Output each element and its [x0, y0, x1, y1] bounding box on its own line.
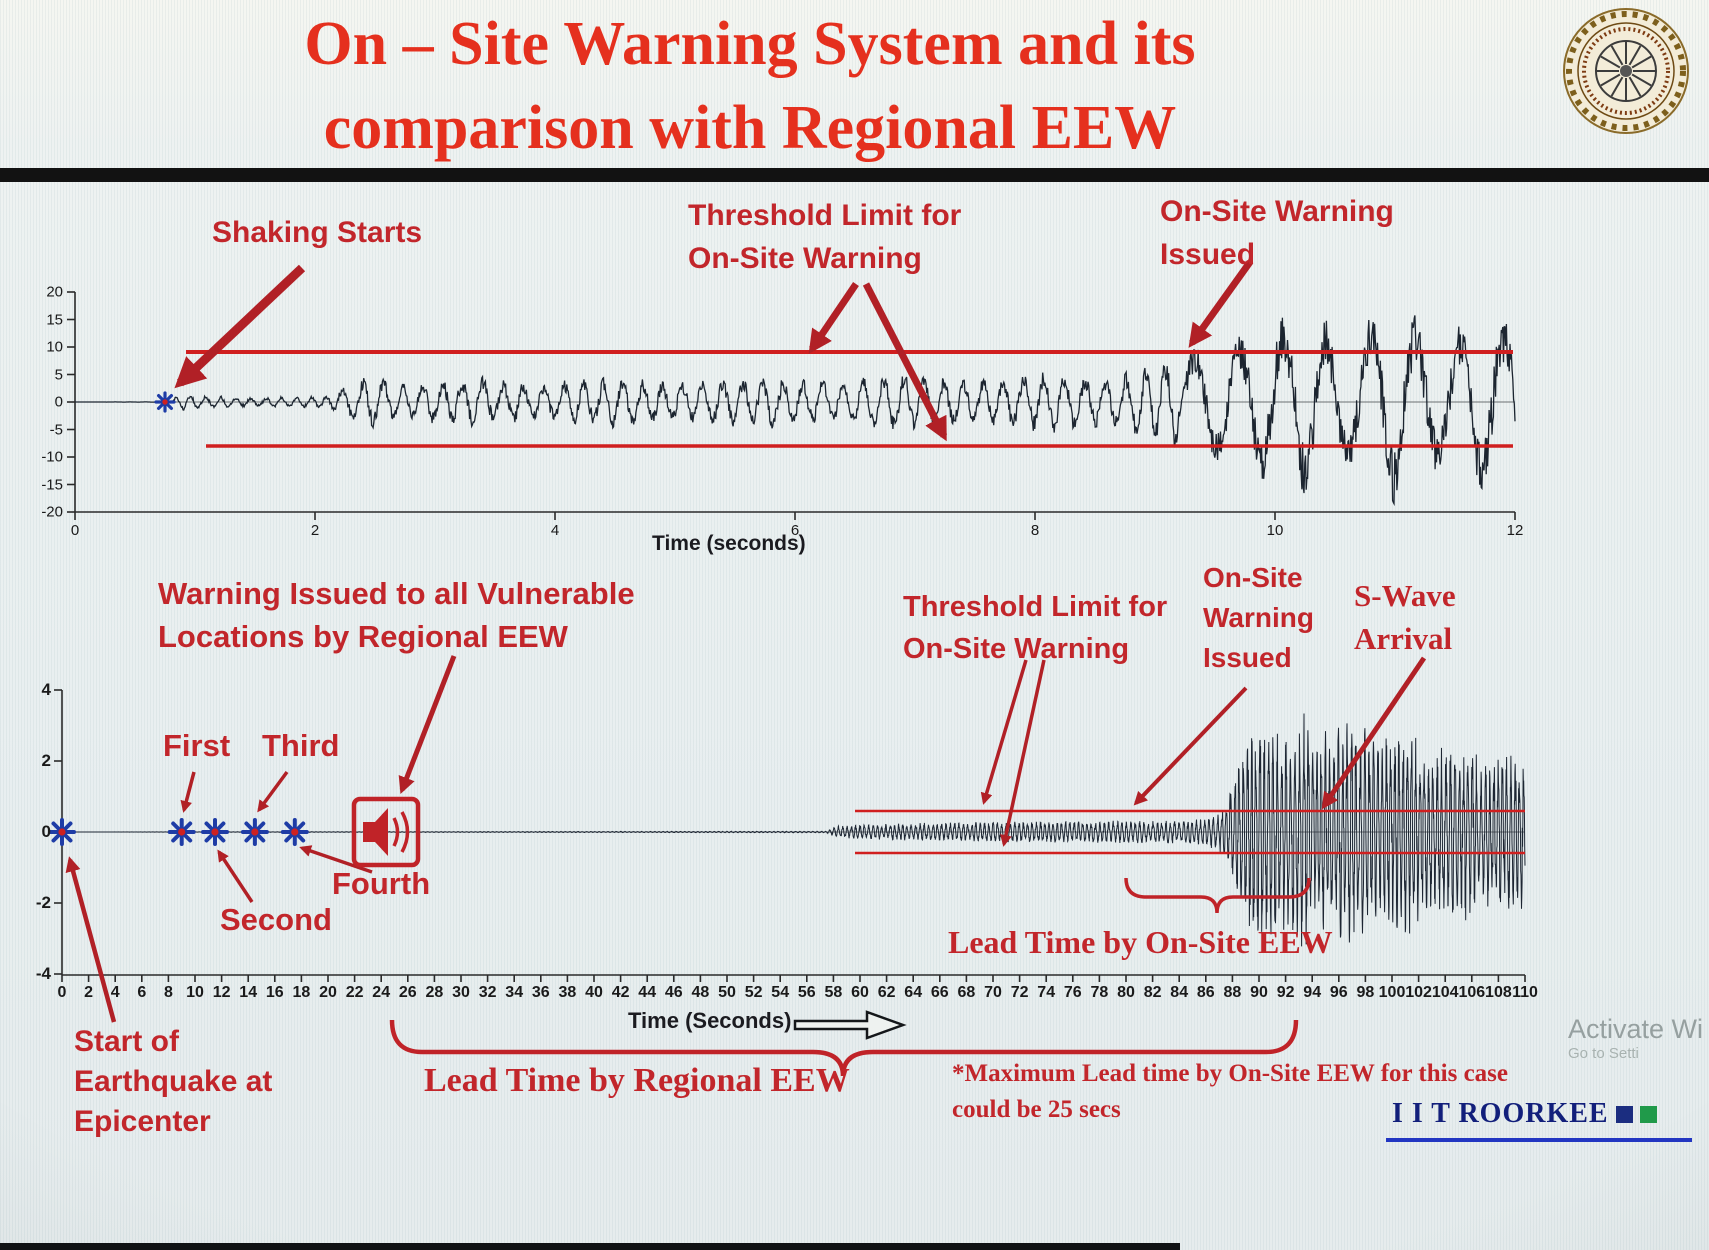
shaking-start-star — [154, 391, 176, 413]
chart-primitive — [211, 828, 219, 836]
threshold-limit-bottom-line1: Threshold Limit for — [903, 591, 1168, 623]
watermark-line2: Go to Setti — [1568, 1045, 1639, 1062]
swave-arrival-label: S-Wave Arrival — [1354, 574, 1456, 660]
first-station-label: First — [163, 728, 231, 763]
first-station-arrow — [180, 771, 196, 813]
chart-primitive — [58, 828, 66, 836]
onsite-warning-top-arrow — [1188, 259, 1253, 348]
regional-warning-label: Warning Issued to all Vulnerable Locatio… — [158, 572, 635, 658]
slide-title-line1: On – Site Warning System and its — [304, 10, 1196, 78]
third-station-arrow — [257, 770, 289, 813]
footer-brand-text: I I T ROORKEE — [1392, 1098, 1609, 1129]
station-detection-star-2 — [201, 818, 229, 846]
lead-time-onsite-label: Lead Time by On-Site EEW — [948, 924, 1333, 960]
footnote-line1: *Maximum Lead time by On-Site EEW for th… — [952, 1060, 1509, 1087]
onsite-warning-bottom-line3: Issued — [1203, 642, 1292, 673]
chart-primitive — [251, 828, 259, 836]
time-axis-arrow — [793, 1010, 907, 1040]
threshold-limit-label-top: Threshold Limit for On-Site Warning — [688, 194, 961, 280]
top-chart-x-axis-title: Time (seconds) — [652, 532, 806, 555]
bottom-chart-x-axis-title: Time (Seconds) — [628, 1008, 792, 1033]
seal-wheel-spokes — [1597, 42, 1655, 100]
swave-arrival-arrow — [1321, 656, 1427, 810]
footer-square-blue — [1615, 1105, 1633, 1123]
slide-title-line2: comparison with Regional EEW — [323, 94, 1177, 162]
second-station-arrow — [217, 849, 254, 903]
footnote: *Maximum Lead time by On-Site EEW for th… — [952, 1056, 1508, 1128]
epicenter-start-label: Start of Earthquake at Epicenter — [74, 1022, 272, 1142]
epicenter-star — [48, 818, 76, 846]
fourth-station-label: Fourth — [332, 866, 431, 901]
fourth-station-arrow — [299, 845, 373, 874]
threshold-top-arrow-right — [862, 282, 948, 442]
onsite-warning-bottom-line2: Warning — [1203, 602, 1314, 633]
regional-warning-line2: Locations by Regional EEW — [158, 619, 568, 654]
epicenter-arrow — [65, 856, 117, 1023]
windows-activation-watermark: Activate Wi Go to Setti — [1568, 1014, 1703, 1062]
chart-primitive — [162, 399, 168, 405]
regional-warning-arrow — [398, 655, 457, 794]
onsite-warning-issued-label-top: On-Site Warning Issued — [1160, 190, 1394, 276]
onsite-warning-bottom-arrow — [1133, 686, 1248, 806]
shaking-starts-arrow — [174, 264, 306, 389]
chart-primitive — [178, 828, 186, 836]
lead-time-onsite-brace — [1124, 877, 1311, 914]
station-detection-star-3 — [240, 818, 269, 846]
onsite-warning-issued-label-bottom: On-Site Warning Issued — [1203, 558, 1314, 678]
shaking-starts-label: Shaking Starts — [212, 216, 423, 249]
station-detection-star-4 — [280, 818, 309, 846]
lead-time-regional-label: Lead Time by Regional EEW — [424, 1062, 850, 1099]
top-chart-waveform — [75, 315, 1516, 507]
threshold-top-arrow-left — [808, 282, 859, 354]
threshold-limit-bottom-line2: On-Site Warning — [903, 633, 1130, 665]
footer-square-green — [1639, 1105, 1657, 1123]
lead-time-regional-brace — [389, 1019, 1299, 1077]
photo-bottom-edge — [0, 1243, 1180, 1250]
threshold-bottom-arrow-1 — [980, 659, 1028, 805]
header-divider — [0, 168, 1709, 182]
iit-roorkee-logo — [1563, 8, 1689, 134]
threshold-limit-label-bottom: Threshold Limit for On-Site Warning — [903, 586, 1167, 670]
threshold-limit-top-line1: Threshold Limit for — [688, 199, 962, 232]
swave-line2: Arrival — [1354, 621, 1453, 656]
regional-warning-speaker-icon — [351, 796, 421, 868]
third-station-label: Third — [262, 728, 340, 763]
watermark-line1: Activate Wi — [1568, 1014, 1704, 1044]
chart-primitive — [291, 828, 299, 836]
epicenter-start-line2: Earthquake at — [74, 1065, 273, 1098]
swave-line1: S-Wave — [1354, 578, 1456, 613]
station-detection-star-1 — [167, 818, 196, 846]
footnote-line2: could be 25 secs — [952, 1096, 1121, 1123]
onsite-warning-top-line1: On-Site Warning — [1160, 195, 1394, 228]
onsite-warning-top-line2: Issued — [1160, 238, 1256, 271]
epicenter-start-line1: Start of — [74, 1025, 179, 1058]
threshold-limit-top-line2: On-Site Warning — [688, 242, 922, 275]
second-station-label: Second — [220, 902, 332, 937]
slide-title: On – Site Warning System and its compari… — [30, 2, 1470, 170]
footer-underline — [1386, 1138, 1692, 1142]
onsite-warning-bottom-line1: On-Site — [1203, 562, 1303, 593]
threshold-bottom-arrow-2 — [1000, 659, 1046, 847]
footer-brand: I I T ROORKEE — [1392, 1098, 1657, 1130]
epicenter-start-line3: Epicenter — [74, 1105, 211, 1138]
regional-warning-line1: Warning Issued to all Vulnerable — [158, 576, 635, 611]
